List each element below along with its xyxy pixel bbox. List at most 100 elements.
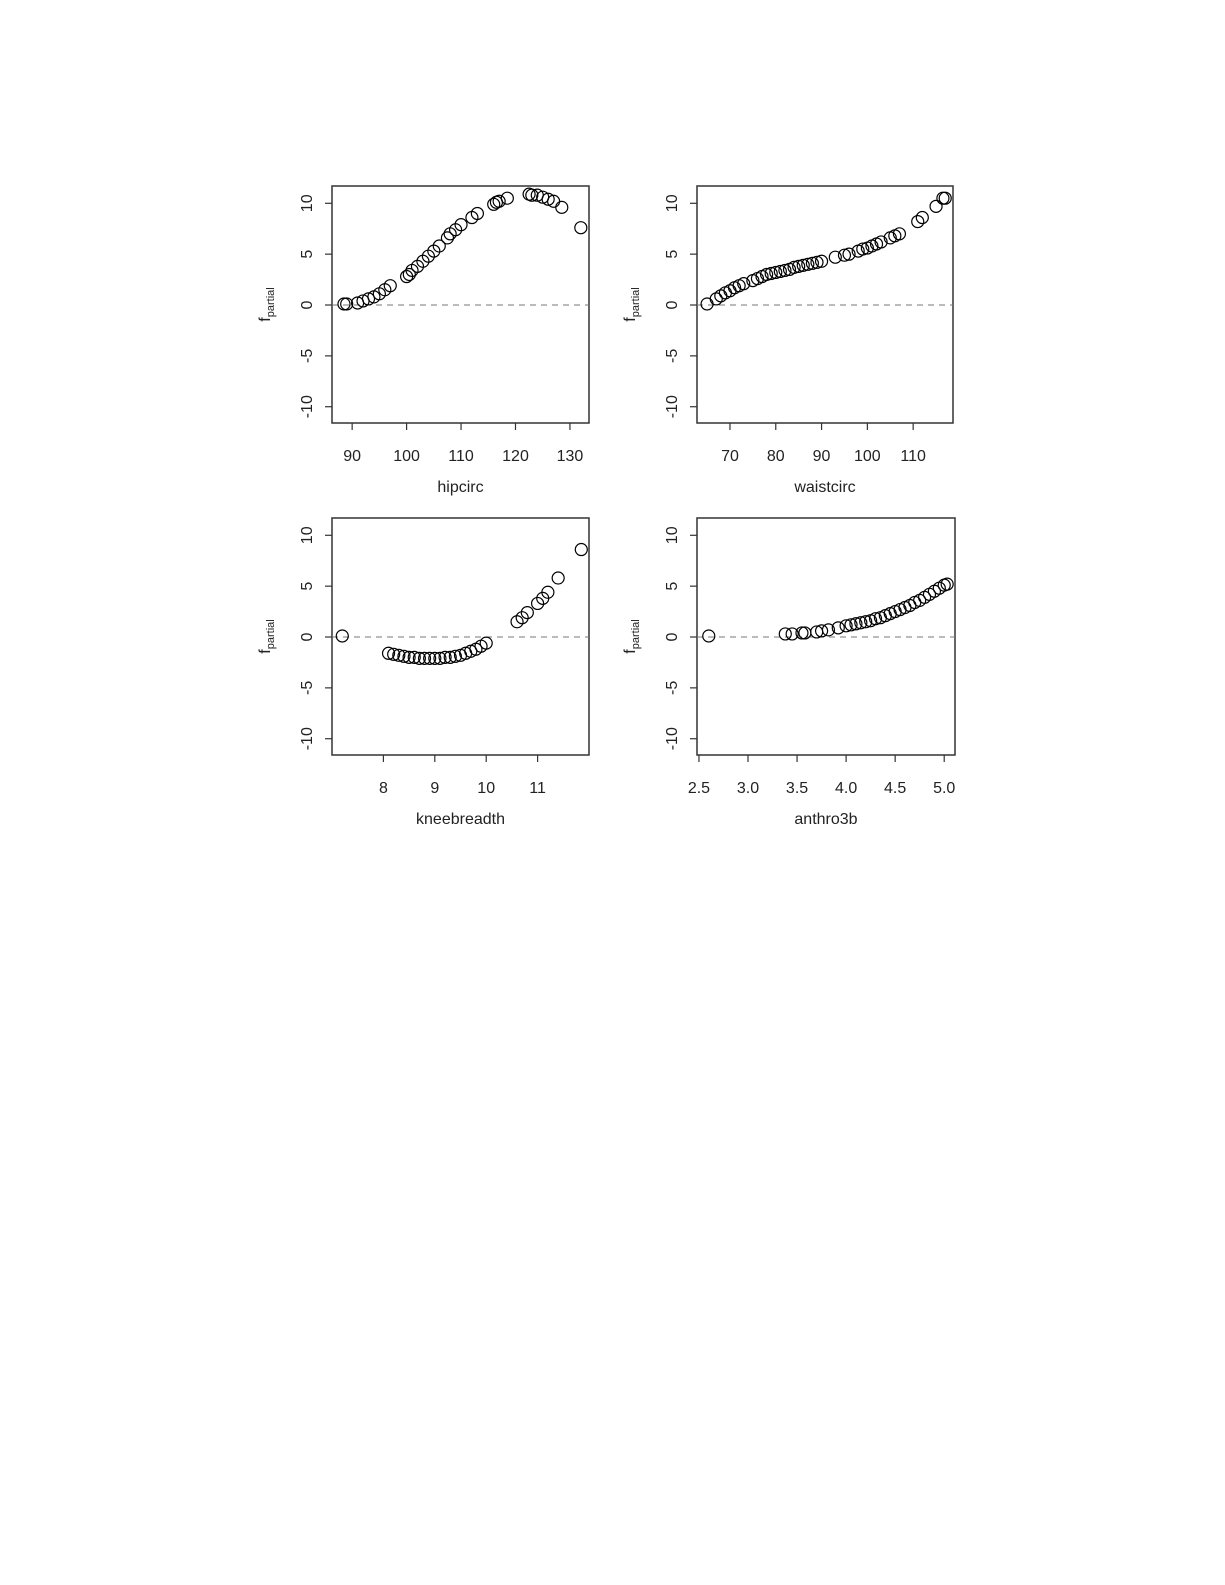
y-tick-label: -10 [664,395,681,418]
point [796,258,810,272]
point [448,649,462,663]
point [700,297,714,311]
point [795,626,809,640]
y-tick-label: 5 [664,582,681,591]
x-tick-label: 70 [721,448,739,465]
point [530,596,545,611]
x-tick-label: 2.5 [688,780,710,797]
point [892,227,907,241]
y-axis-label-base: f [622,649,639,654]
point [492,194,506,208]
point [915,210,929,225]
x-tick-label: 90 [343,448,361,465]
point [778,263,792,278]
y-tick-label: 0 [664,300,681,309]
point [525,188,539,202]
x-tick-label: 4.5 [884,780,906,797]
point [868,612,883,626]
x-axis-label: hipcirc [437,479,483,496]
y-axis-label-subscript: partial [265,619,277,649]
point [854,616,868,630]
x-tick-label: 11 [529,780,546,797]
point [428,651,442,665]
point [785,627,799,641]
y-axis-label-base: f [622,317,639,322]
point [814,624,829,638]
y-axis-label-base: f [257,649,274,654]
point [737,277,751,291]
x-tick-label: 4.0 [835,780,857,797]
x-axis-label: anthro3b [794,811,857,828]
point [798,626,812,640]
point [438,650,452,664]
y-tick-label: -5 [299,349,316,363]
point [911,215,925,229]
point [515,611,529,625]
plot-frame [696,185,954,424]
point [859,615,873,629]
y-axis-label: fpartial [622,619,642,653]
point [402,267,416,282]
point [842,247,856,261]
y-tick-label: 5 [299,582,316,591]
y-tick-label: -10 [664,727,681,750]
y-tick-label: 10 [664,526,681,544]
point [454,218,468,232]
y-tick-label: -5 [299,681,316,695]
x-tick-label: 3.5 [786,780,808,797]
y-tick-label: -5 [664,681,681,695]
point [423,651,437,665]
point [764,266,778,281]
point [805,256,820,270]
point [383,279,397,293]
point [520,605,534,620]
point [760,267,774,282]
point [874,235,888,249]
y-tick-label: 0 [299,632,316,641]
point [407,650,421,664]
x-tick-label: 110 [900,448,926,465]
y-axis-label: fpartial [257,619,277,653]
plot-frame [696,517,956,756]
point [387,647,401,661]
point [778,627,792,641]
point [792,259,806,273]
y-tick-label: -10 [299,395,316,418]
point [417,651,432,665]
y-tick-label: -5 [664,349,681,363]
point [432,239,446,253]
x-tick-label: 9 [430,780,439,797]
point [773,264,787,279]
x-tick-label: 120 [502,448,529,465]
point [392,648,406,662]
x-tick-label: 3.0 [737,780,759,797]
x-tick-label: 10 [477,780,495,797]
x-tick-label: 110 [448,448,474,465]
y-tick-label: 10 [299,526,316,544]
point [340,297,354,311]
y-axis-label-subscript: partial [630,619,642,649]
point [828,250,842,264]
point [361,292,376,306]
point [397,649,411,663]
x-tick-label: 80 [767,448,785,465]
point [849,617,863,631]
point [574,221,588,235]
point [831,621,845,635]
x-tick-label: 8 [379,780,388,797]
x-tick-label: 5.0 [933,780,955,797]
y-tick-label: 5 [299,250,316,259]
point [787,260,801,274]
point [814,254,829,268]
point [940,577,954,591]
point [440,231,455,245]
x-tick-label: 130 [557,448,584,465]
x-tick-label: 90 [813,448,831,465]
y-axis-label-base: f [257,317,274,322]
point [702,629,716,643]
point [335,629,349,643]
point [500,191,514,205]
y-axis-label: fpartial [622,287,642,321]
